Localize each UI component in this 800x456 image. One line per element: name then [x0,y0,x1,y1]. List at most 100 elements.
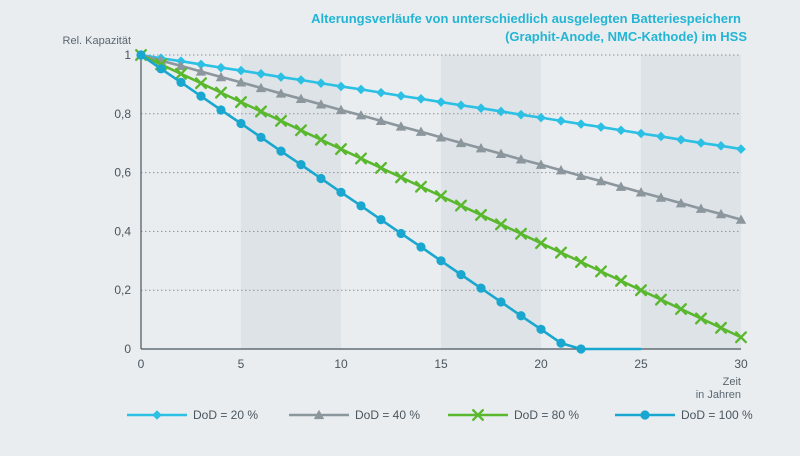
data-point [595,175,607,186]
data-point [496,106,506,117]
data-point [275,88,287,98]
data-point [152,410,162,420]
data-point [696,138,706,148]
data-point [675,303,687,316]
x-tick-label: 20 [534,357,548,371]
data-point [556,116,566,126]
data-point [616,125,626,136]
data-point [495,218,507,231]
data-point [415,180,427,193]
data-point [736,144,746,154]
data-point [535,237,547,250]
data-point [276,72,286,82]
data-point [174,67,188,80]
data-point [735,331,747,344]
x-tick-label: 25 [634,357,648,371]
data-point [196,59,206,70]
series-layer [134,49,747,354]
legend-item: DoD = 40 % [289,408,420,422]
data-point [296,160,306,170]
data-point [356,84,366,95]
data-point [475,142,487,153]
x-tick-label: 10 [334,357,348,371]
data-point [635,284,647,297]
data-point [635,187,647,197]
data-point [216,105,226,115]
data-point [655,192,667,202]
data-point [415,126,427,136]
data-point [396,91,406,101]
data-point [595,265,607,278]
data-point [735,214,747,224]
data-point [435,132,447,142]
data-point [256,69,266,79]
data-point [575,170,587,180]
data-point [194,77,208,90]
data-point-stroke [435,190,447,203]
data-point [596,122,606,132]
y-tick-label: 0,8 [114,107,131,121]
x-tick-label: 0 [138,357,145,371]
data-point [536,324,546,334]
data-point [295,93,307,103]
data-point [176,77,186,87]
data-point [640,410,650,420]
x-tick-label: 30 [734,357,748,371]
legend-label: DoD = 20 % [193,408,258,422]
y-tick-label: 0,2 [114,283,131,297]
data-point [516,109,526,120]
data-point-stroke [615,274,627,287]
data-point [376,215,386,225]
data-point [656,131,666,142]
data-point [236,118,246,129]
data-point [236,65,246,76]
data-point [555,246,567,259]
data-point-stroke [174,67,188,80]
data-point [436,256,446,266]
data-point [315,99,327,109]
data-point [675,197,687,208]
data-point-stroke [475,208,487,221]
data-point [316,173,326,184]
y-tick-label: 0 [124,342,131,356]
data-point [335,143,347,156]
data-point [256,132,266,142]
data-point [316,78,326,89]
chart-subtitle: (Graphit-Anode, NMC-Kathode) im HSS [505,29,747,44]
data-point-stroke [214,86,228,99]
y-tick-label: 0,4 [114,224,131,238]
data-point-stroke [575,255,587,268]
data-point [715,321,727,334]
legend-label: DoD = 100 % [681,408,753,422]
data-point [476,283,486,293]
data-point-stroke [635,284,647,297]
data-point [495,148,507,158]
data-point [313,409,325,420]
data-point [396,228,406,239]
shaded-band [641,55,741,349]
data-point [476,103,486,114]
series-1 [136,50,746,154]
y-axis-label: Rel. Kapazität [63,35,131,47]
data-point-stroke [735,331,747,344]
data-point [455,137,467,148]
data-point [275,114,287,127]
x-axis-sublabel: in Jahren [696,389,741,401]
data-point [576,119,586,129]
data-point-stroke [655,293,667,306]
data-point-stroke [455,199,467,212]
legend-item: DoD = 80 % [448,408,579,422]
series-line [140,53,641,351]
data-point [636,128,646,139]
data-point [355,110,367,120]
data-point [655,293,667,306]
data-point [496,297,506,307]
data-point-stroke [275,114,287,127]
data-point [536,112,546,123]
data-point [695,203,707,213]
data-point [695,312,707,325]
y-tick-label: 1 [124,48,131,62]
data-point [395,171,407,184]
data-point [375,115,387,126]
